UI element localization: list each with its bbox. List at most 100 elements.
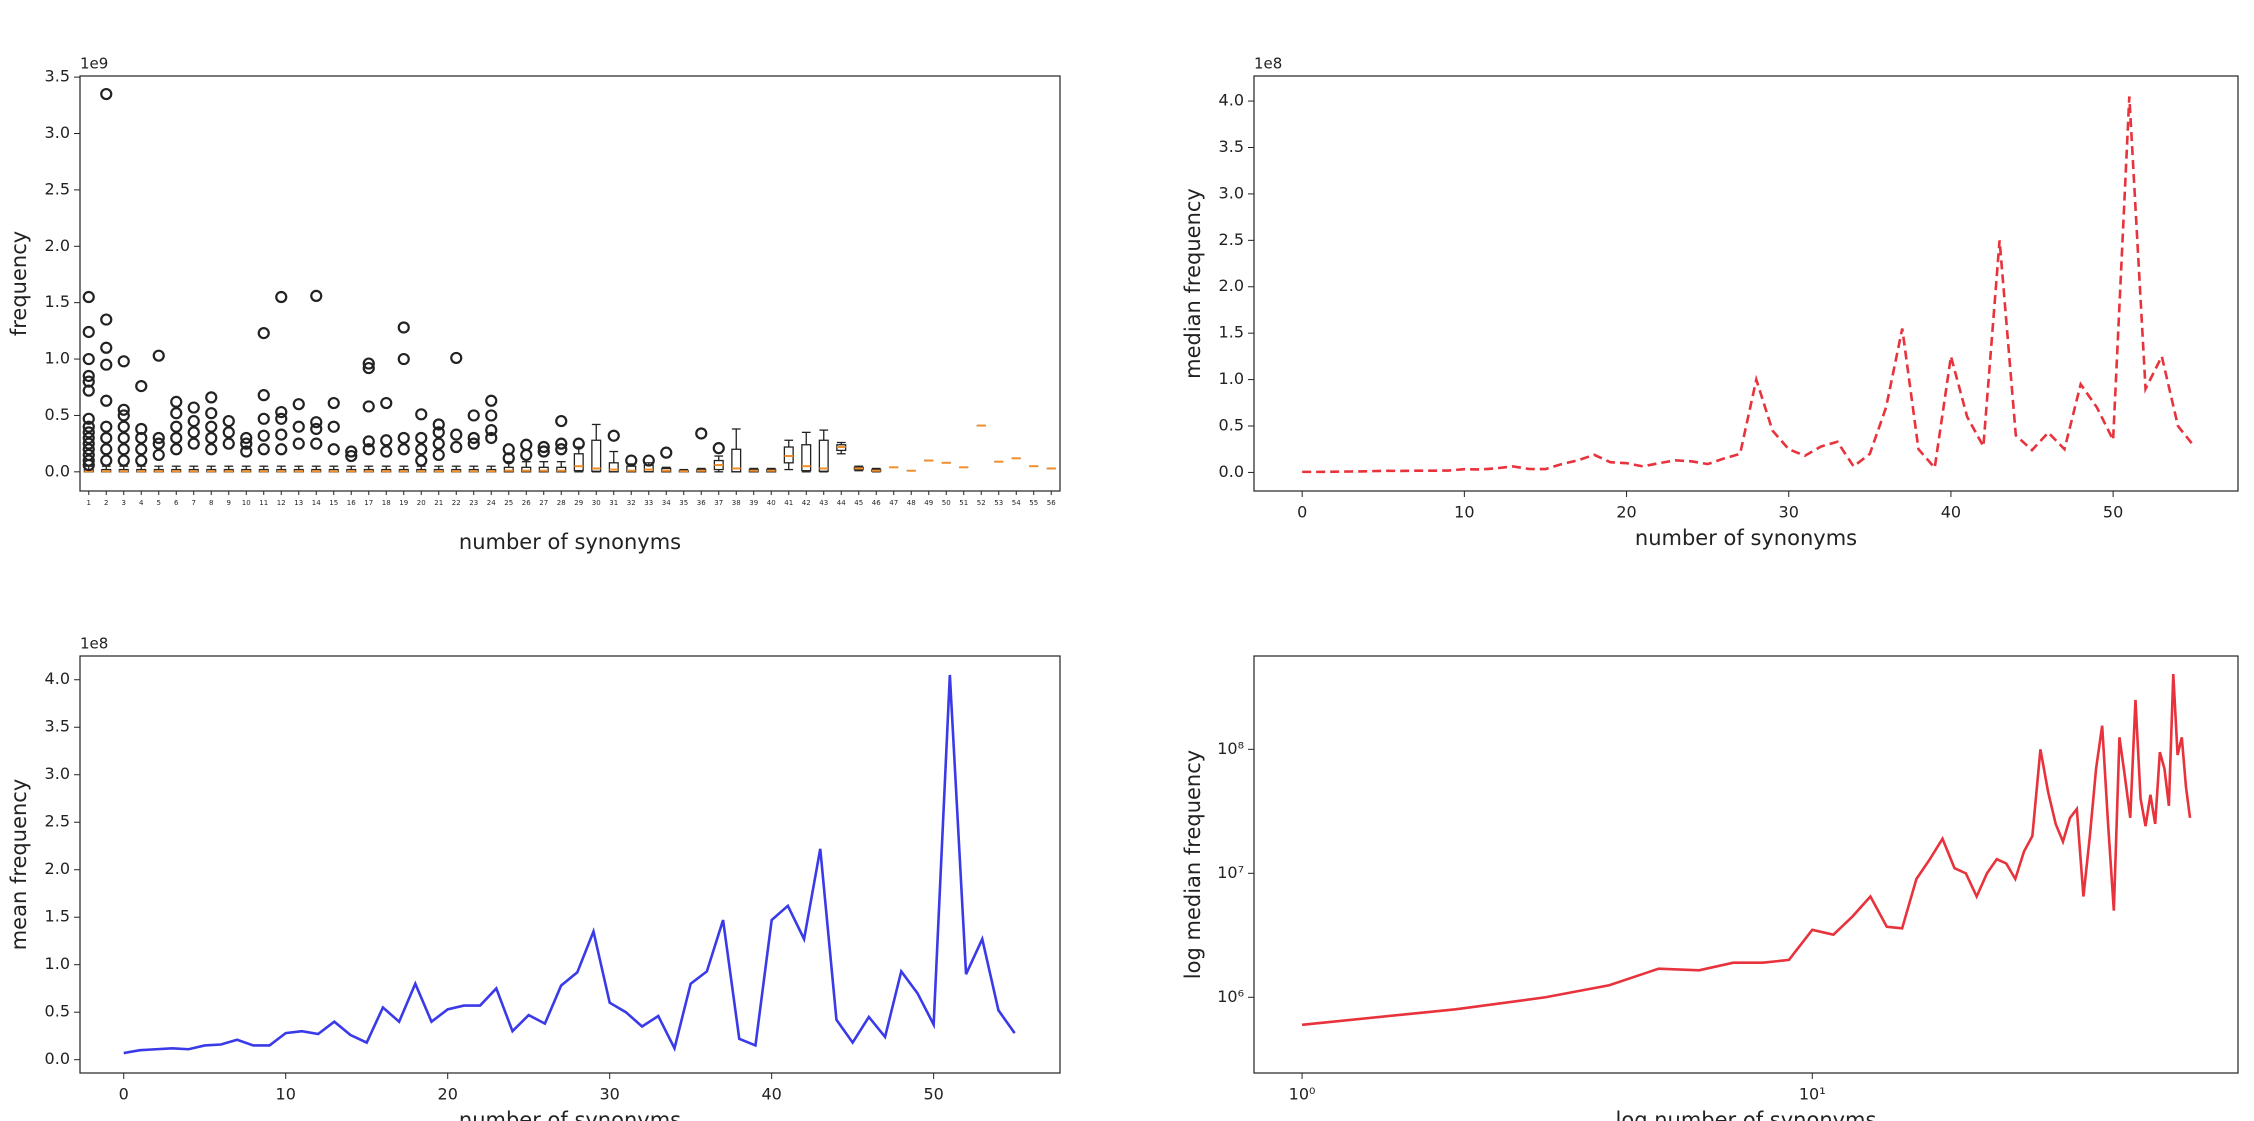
outlier — [555, 437, 568, 450]
outlier — [82, 352, 95, 366]
outlier — [152, 349, 165, 362]
outlier — [117, 403, 130, 416]
outlier — [135, 380, 148, 393]
y-tick-label: 2.5 — [1219, 230, 1244, 249]
y-tick-label: 0.5 — [45, 1002, 70, 1021]
x-tick-label: 9 — [227, 499, 231, 507]
outlier — [205, 407, 218, 420]
x-tick-label: 11 — [259, 499, 268, 507]
outlier — [275, 405, 288, 419]
x-tick-label: 4 — [139, 499, 144, 507]
x-tick-label: 10 — [276, 1085, 296, 1104]
box — [818, 439, 829, 472]
x-tick-label: 14 — [312, 499, 321, 507]
outlier — [170, 431, 183, 445]
outlier — [345, 449, 358, 463]
offset-label: 1e8 — [1254, 55, 1282, 73]
outlier — [222, 414, 235, 428]
y-axis-label: frequency — [7, 231, 31, 336]
x-tick-label: 0 — [119, 1085, 129, 1104]
x-tick-label: 10¹ — [1799, 1085, 1826, 1104]
x-tick-label: 17 — [364, 499, 373, 507]
outlier — [82, 412, 95, 425]
y-tick-label: 2.0 — [45, 859, 70, 878]
outlier — [135, 454, 148, 467]
outlier — [327, 443, 340, 456]
outlier — [380, 445, 393, 458]
outlier — [257, 443, 270, 456]
outlier — [485, 409, 498, 422]
subplot: 0.0 0.5 1.0 1.5 2.0 2.5 3.0 3.5 4.0 1e8 mean frequ… — [7, 635, 1061, 1121]
x-tick-label: 0 — [1297, 503, 1307, 522]
outlier — [100, 341, 113, 354]
outlier — [310, 416, 323, 429]
box — [556, 466, 567, 473]
outlier — [397, 431, 410, 445]
outlier — [117, 420, 130, 433]
outlier — [135, 443, 148, 456]
y-axis-label: median frequency — [1181, 188, 1205, 379]
outlier — [100, 87, 113, 101]
x-tick-label: 2 — [104, 499, 108, 507]
x-tick-label: 16 — [347, 499, 356, 507]
outlier — [205, 431, 218, 445]
x-tick-label: 26 — [522, 499, 531, 507]
outlier — [100, 394, 113, 407]
outlier — [187, 401, 200, 414]
box — [801, 444, 812, 472]
x-tick-label: 13 — [294, 499, 303, 507]
x-tick-label: 8 — [209, 499, 213, 507]
x-tick-label: 19 — [399, 499, 408, 507]
outlier — [257, 429, 270, 442]
outlier — [415, 408, 428, 421]
x-tick-label: 28 — [557, 499, 566, 507]
x-tick-label: 47 — [889, 499, 898, 507]
y-tick-label: 1.0 — [45, 349, 70, 368]
outlier — [117, 409, 130, 422]
outlier — [607, 429, 620, 442]
outlier — [345, 445, 358, 458]
x-tick-label: 33 — [644, 499, 653, 507]
outlier — [467, 409, 480, 422]
x-tick-label: 30 — [1779, 503, 1799, 522]
outlier — [415, 454, 428, 467]
y-tick-label: 1.0 — [1219, 369, 1244, 388]
outlier — [310, 422, 323, 436]
outlier — [660, 446, 673, 459]
y-tick-label: 4.0 — [45, 669, 70, 688]
x-tick-label: 23 — [469, 499, 478, 507]
outlier — [642, 454, 655, 467]
outlier — [695, 427, 708, 440]
outlier — [625, 454, 638, 467]
offset-label: 1e8 — [80, 635, 108, 653]
outlier — [415, 443, 428, 456]
outlier — [170, 407, 183, 420]
x-tick-label: 10 — [242, 499, 251, 507]
outlier — [520, 448, 533, 462]
outlier — [82, 443, 95, 456]
outlier — [100, 313, 113, 326]
x-tick-label: 15 — [329, 499, 338, 507]
x-tick-label: 52 — [977, 499, 986, 507]
y-tick-label: 0.0 — [45, 1049, 70, 1068]
y-tick-label: 0.5 — [45, 405, 70, 424]
y-tick-label: 3.0 — [1219, 183, 1244, 202]
outlier — [100, 420, 113, 433]
x-tick-label: 10⁰ — [1289, 1085, 1316, 1104]
outlier — [555, 414, 568, 428]
outlier — [152, 431, 165, 445]
outlier — [292, 437, 305, 450]
x-tick-label: 32 — [627, 499, 636, 507]
outlier — [310, 289, 323, 303]
x-tick-label: 3 — [122, 499, 126, 507]
y-tick-label: 3.5 — [45, 717, 70, 736]
x-tick-label: 25 — [504, 499, 513, 507]
y-axis-label: log median frequency — [1181, 750, 1205, 979]
outlier — [380, 434, 393, 447]
x-tick-label: 34 — [662, 499, 671, 507]
y-tick-label: 1.5 — [1219, 323, 1244, 342]
subplot: 0.0 0.5 1.0 1.5 2.0 2.5 3.0 3.5 1e9 frequency numb… — [7, 55, 1061, 554]
outlier — [257, 389, 270, 402]
y-tick-label: 3.5 — [1219, 137, 1244, 156]
outlier — [555, 443, 568, 456]
